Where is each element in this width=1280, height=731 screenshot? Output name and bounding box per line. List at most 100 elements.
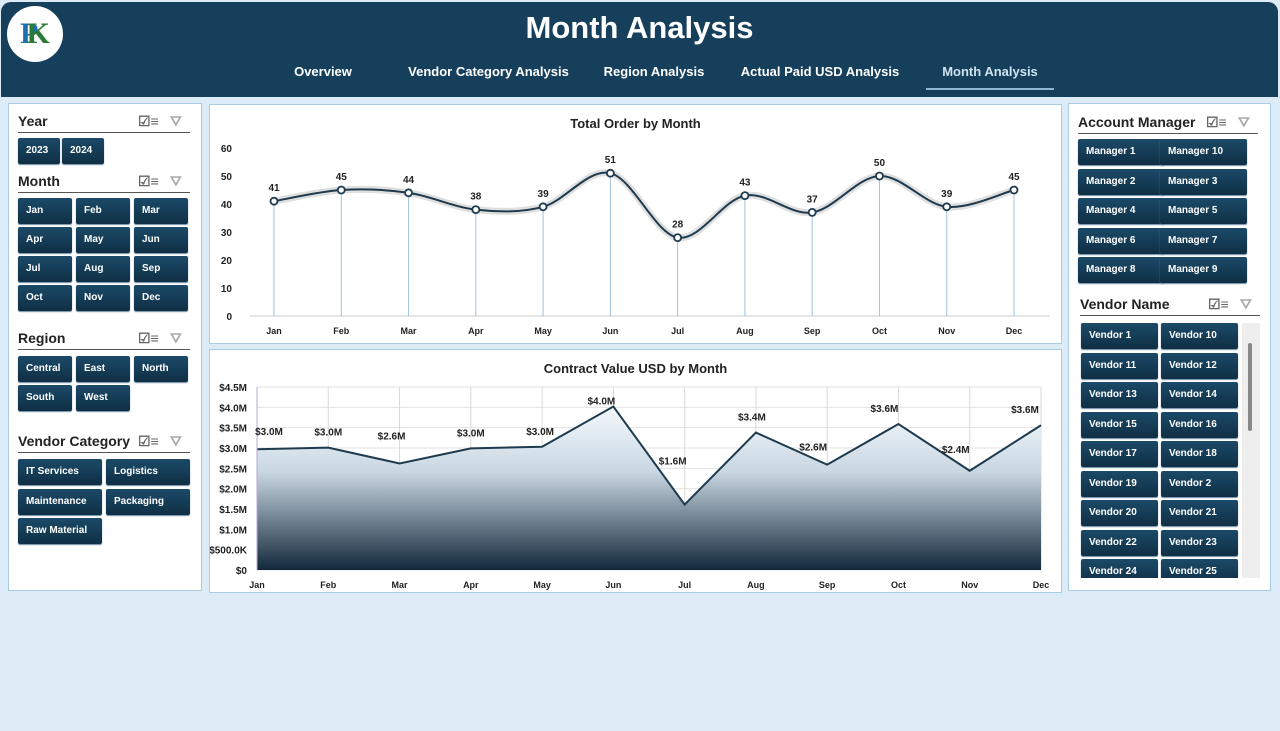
slicer-account-manager: Account Manager ☑≡ ⛛ Manager 1 Manager 10 M… [1078,112,1258,412]
slicer-item[interactable]: Sep [134,256,188,282]
slicer-item[interactable]: East [76,356,130,382]
x-tick-label: Sep [804,326,821,336]
multi-select-icon[interactable]: ☑≡ [138,433,159,449]
slicer-item[interactable]: Nov [76,285,130,311]
slicer-item[interactable]: Vendor 12 [1161,352,1238,379]
data-label: 50 [874,158,886,169]
slicer-item[interactable]: Apr [18,227,72,253]
x-tick-label: Dec [1033,580,1050,590]
y-tick-label: $3.5M [219,424,247,435]
data-label: $1.6M [659,457,687,468]
slicer-item[interactable]: Mar [134,198,188,224]
x-tick-label: Nov [938,326,955,336]
data-point [673,233,683,243]
slicer-month: Month ☑≡ ⛛ Jan Feb Mar Apr May Jun Jul Aug Sep Oct… [18,171,190,471]
clear-filter-icon[interactable]: ⛛ [170,433,182,449]
multi-select-icon[interactable]: ☑≡ [138,113,159,129]
slicer-item[interactable]: Vendor 19 [1081,470,1158,497]
slicer-item[interactable]: Vendor 11 [1081,352,1158,379]
scrollbar[interactable] [1242,323,1260,578]
slicer-item[interactable]: Vendor 24 [1081,559,1158,578]
slicer-item[interactable]: Manager 3 [1160,168,1247,195]
slicer-item[interactable]: Vendor 2 [1161,470,1238,497]
slicer-item[interactable]: IT Services [18,459,102,485]
slicer-item[interactable]: Vendor 18 [1161,441,1238,467]
slicer-item[interactable]: 2023 [18,138,60,164]
tab-month-analysis[interactable]: Month Analysis [926,60,1054,90]
slicer-item[interactable]: 2024 [62,138,104,164]
contract-value-plot: $0 $500.0K $1.0M $1.5M $2.0M $2.5M $3.0M $3.5M $… [210,383,1050,590]
x-tick-label: Feb [333,326,350,336]
slicer-item[interactable]: Manager 8 [1078,257,1165,283]
slicer-header: Region ☑≡ ⛛ [18,328,190,350]
clear-filter-icon[interactable]: ⛛ [1238,114,1250,130]
slicer-item[interactable]: West [76,385,130,411]
x-tick-label: Nov [961,580,978,590]
tab-region-analysis[interactable]: Region Analysis [603,64,705,79]
data-label: $2.4M [942,445,970,456]
slicer-item[interactable]: Vendor 23 [1161,529,1238,556]
slicer-item[interactable]: Aug [76,256,130,282]
slicer-item[interactable]: Dec [134,285,188,311]
slicer-item[interactable]: Jul [18,256,72,282]
slicer-title: Account Manager [1078,114,1196,130]
slicer-item[interactable]: Feb [76,198,130,224]
slicer-header: Account Manager ☑≡ ⛛ [1078,112,1258,134]
slicer-item[interactable]: Manager 9 [1160,257,1247,283]
multi-select-icon[interactable]: ☑≡ [138,173,159,189]
tab-actual-paid-usd-analysis[interactable]: Actual Paid USD Analysis [740,64,900,79]
tab-vendor-category-analysis[interactable]: Vendor Category Analysis [408,64,569,79]
slicer-item[interactable]: Vendor 22 [1081,529,1158,556]
slicer-item[interactable]: Packaging [106,488,190,515]
slicer-item[interactable]: Maintenance [18,488,102,515]
slicer-item[interactable]: Logistics [106,459,190,485]
slicer-item[interactable]: Vendor 13 [1081,382,1158,408]
x-tick-label: Aug [736,326,754,336]
x-tick-label: Jun [605,580,621,590]
x-tick-label: Feb [320,580,337,590]
slicer-item[interactable]: Vendor 25 [1161,559,1238,578]
clear-filter-icon[interactable]: ⛛ [170,330,182,346]
slicer-item[interactable]: Vendor 15 [1081,411,1158,438]
slicer-item[interactable]: North [134,356,188,382]
slicer-item[interactable]: Vendor 21 [1161,500,1238,526]
multi-select-icon[interactable]: ☑≡ [1208,296,1229,312]
data-label: $3.0M [314,428,342,439]
slicer-item[interactable]: Vendor 14 [1161,382,1238,408]
clear-filter-icon[interactable]: ⛛ [170,113,182,129]
data-point [605,168,615,178]
slicer-item[interactable]: Jun [134,227,188,253]
x-tick-label: Jan [249,580,265,590]
slicer-item[interactable]: Vendor 17 [1081,441,1158,467]
data-label: $3.6M [871,404,899,415]
slicer-item[interactable]: Oct [18,285,72,311]
slicer-item[interactable]: Manager 5 [1160,198,1247,224]
slicer-item[interactable]: Jan [18,198,72,224]
slicer-item[interactable]: Manager 2 [1078,168,1165,195]
slicer-item[interactable]: South [18,385,72,411]
slicer-item[interactable]: Vendor 10 [1161,323,1238,349]
x-tick-label: Jan [266,326,282,336]
slicer-item[interactable]: May [76,227,130,253]
tab-overview[interactable]: Overview [294,64,352,79]
clear-filter-icon[interactable]: ⛛ [1240,296,1252,312]
data-point [538,202,548,212]
data-label: $3.0M [255,427,283,438]
data-label: 45 [336,172,348,183]
slicer-item[interactable]: Central [18,356,72,382]
slicer-item[interactable]: Vendor 20 [1081,500,1158,526]
scrollbar-thumb[interactable] [1248,343,1252,431]
slicer-item[interactable]: Raw Material [18,518,102,544]
slicer-item[interactable]: Manager 4 [1078,198,1165,224]
multi-select-icon[interactable]: ☑≡ [138,330,159,346]
slicer-item[interactable]: Manager 6 [1078,227,1165,254]
slicer-item[interactable]: Vendor 16 [1161,411,1238,438]
clear-filter-icon[interactable]: ⛛ [170,173,182,189]
data-label: 39 [941,189,953,200]
slicer-item[interactable]: Manager 1 [1078,139,1165,165]
slicer-item[interactable]: Vendor 1 [1081,323,1158,349]
slicer-item[interactable]: Manager 10 [1160,139,1247,165]
multi-select-icon[interactable]: ☑≡ [1206,114,1227,130]
slicer-item[interactable]: Manager 7 [1160,227,1247,254]
